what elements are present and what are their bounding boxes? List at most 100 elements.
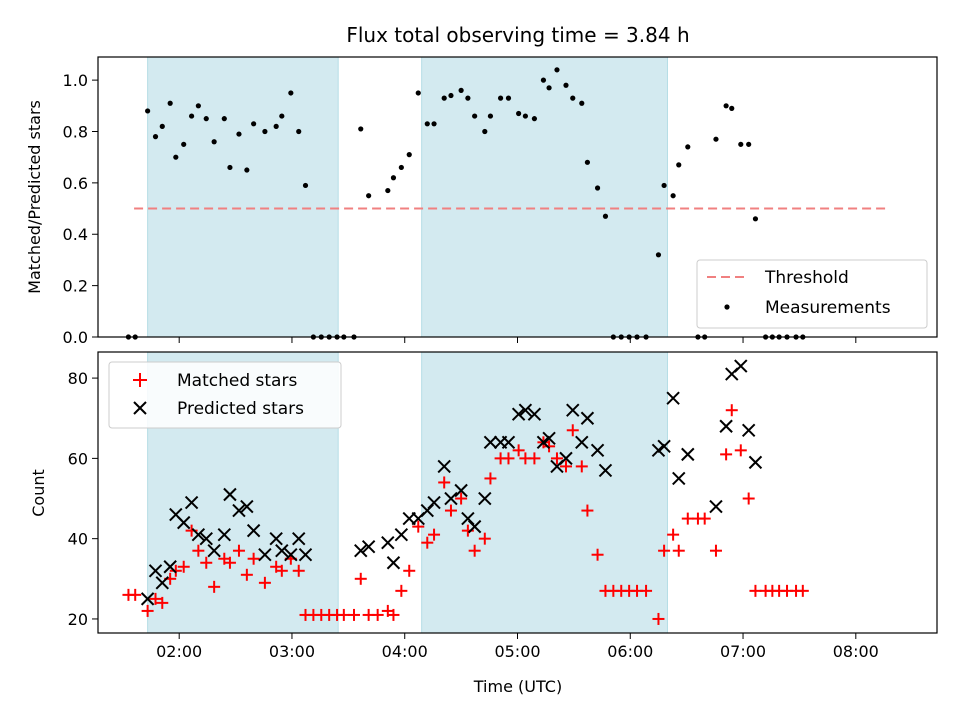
matched-stars-point [223, 556, 236, 569]
predicted-stars-point [536, 435, 551, 450]
measurements-point [406, 152, 412, 158]
bottom-marker-layer [122, 359, 809, 625]
matched-stars-point [681, 512, 694, 525]
measurements-point [273, 123, 279, 129]
measurements-point [251, 121, 257, 127]
top-y-tick-label: 0.0 [63, 328, 88, 347]
ratio-panel: 0.0 0.2 0.4 0.6 0.8 1.0 Matched/Predicted sta… [25, 56, 938, 347]
bottom-y-tick-label: 40 [68, 530, 88, 549]
bottom-y-tick-label: 60 [68, 449, 88, 468]
measurements-point [167, 100, 173, 106]
predicted-stars-point [292, 531, 306, 546]
predicted-stars-point [184, 495, 199, 510]
x-tick-label: 03:00 [269, 642, 315, 661]
measurements-point [279, 113, 285, 119]
measurements-point [366, 193, 372, 199]
matched-stars-point [591, 548, 604, 561]
predicted-stars-point [381, 535, 395, 550]
legend-matched-label: Matched stars [177, 371, 297, 391]
predicted-stars-point [666, 391, 680, 405]
top-shaded-intervals [147, 56, 668, 338]
matched-stars-point [169, 564, 182, 577]
matched-stars-point [421, 536, 434, 549]
predicted-stars-point [191, 527, 206, 542]
predicted-stars-point [207, 544, 221, 558]
measurements-point [441, 95, 447, 101]
measurements-point [713, 136, 719, 142]
measurements-point [211, 139, 217, 145]
predicted-stars-point [437, 459, 451, 474]
matched-stars-point [177, 560, 190, 573]
matched-stars-point [581, 504, 594, 517]
predicted-stars-point [741, 423, 756, 437]
measurements-point [159, 123, 165, 129]
matched-stars-point [371, 608, 384, 621]
top-y-tick-label: 1.0 [63, 71, 88, 90]
predicted-stars-point [148, 564, 163, 578]
top-x-ticks [178, 337, 857, 343]
measurements-point [424, 121, 430, 127]
matched-stars-point [640, 584, 653, 597]
matched-stars-point [484, 472, 497, 485]
matched-stars-point [141, 604, 154, 617]
predicted-stars-point [566, 403, 580, 417]
measurements-point [540, 77, 547, 83]
top-legend-frame [696, 259, 928, 329]
bottom-y-ticks: 20 40 60 80 [68, 369, 98, 629]
matched-stars-point [258, 576, 271, 589]
matched-stars-point [156, 596, 169, 609]
measurements-point [385, 187, 391, 194]
matched-stars-point [455, 492, 468, 505]
legend-measurements-swatch [724, 304, 730, 310]
matched-stars-point [438, 476, 451, 489]
measurements-point [522, 113, 528, 119]
matched-stars-point [232, 544, 245, 557]
matched-stars-point [749, 584, 762, 597]
matched-stars-point [512, 444, 525, 457]
measurements-point [221, 116, 227, 122]
matched-stars-point [478, 532, 491, 545]
matched-stars-point [444, 504, 457, 517]
measurements-point [472, 113, 478, 119]
predicted-stars-point [176, 515, 191, 530]
bottom-x-ticks: 02:00 03:00 04:00 05:00 06:00 07:00 08:00 [156, 633, 879, 661]
matched-stars-point [240, 568, 253, 581]
matched-stars-point [652, 612, 665, 625]
measurements-point [602, 213, 609, 219]
measurements-point [729, 105, 735, 111]
matched-stars-point [129, 588, 142, 601]
predicted-stars-point [394, 527, 409, 542]
predicted-stars-point [217, 527, 232, 542]
predicted-stars-point [444, 491, 458, 506]
legend-matched-swatch [133, 373, 147, 387]
measurements-point [398, 164, 404, 171]
predicted-stars-point [240, 499, 254, 514]
matched-stars-point [275, 564, 288, 577]
bottom-y-axis-label: Count [29, 469, 48, 517]
matched-stars-point [208, 580, 221, 593]
predicted-stars-point [511, 407, 526, 421]
measurements-point [487, 113, 494, 119]
predicted-stars-point [575, 435, 589, 450]
x-tick-label: 02:00 [156, 642, 202, 661]
measurements-point [584, 159, 591, 165]
measurements-point [390, 175, 397, 181]
measurements-point [465, 95, 471, 101]
measurements-point [188, 113, 195, 119]
matched-stars-point [403, 564, 416, 577]
matched-stars-point [412, 520, 425, 533]
predicted-stars-point [518, 403, 533, 417]
predicted-stars-point [246, 523, 261, 538]
matched-stars-point [149, 592, 162, 605]
predicted-stars-point [734, 359, 748, 373]
matched-stars-point [725, 404, 738, 417]
top-y-tick-label: 0.8 [63, 122, 88, 141]
bottom-legend: Matched stars Predicted stars [108, 361, 342, 429]
matched-stars-point [192, 544, 205, 557]
matched-stars-point [550, 452, 563, 465]
predicted-stars-point [580, 411, 595, 425]
measurements-point [173, 154, 179, 160]
matched-stars-point [575, 460, 588, 473]
